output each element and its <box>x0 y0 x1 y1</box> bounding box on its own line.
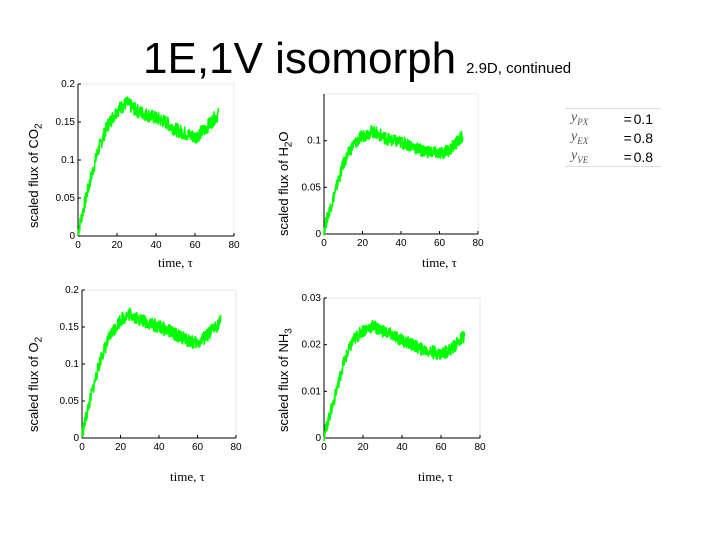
x-tick-label: 80 <box>230 442 242 453</box>
nh3-xlabel: time, τ <box>418 469 453 484</box>
x-tick-label: 0 <box>321 442 327 453</box>
o2-flux-chart: 0 20 40 60 80 0 0.05 0.1 0.15 0.2 <box>60 285 242 453</box>
y-tick-label: 0.2 <box>65 285 79 296</box>
nh3-flux-chart: 0 20 40 60 80 0 0.01 0.02 0.03 <box>302 293 486 453</box>
param-value: 0.8 <box>633 129 654 146</box>
y-tick-label: 0 <box>69 231 75 242</box>
x-tick-label: 60 <box>192 442 204 453</box>
title-subtitle: 2.9D, continued <box>466 60 572 77</box>
x-tick-label: 40 <box>395 238 407 249</box>
title-main: 1E,1V isomorph <box>143 34 457 83</box>
param-value: 0.8 <box>633 148 654 165</box>
x-tick-label: 0 <box>79 442 85 453</box>
y-tick-label: 0 <box>315 433 321 444</box>
series-line <box>323 319 466 442</box>
plot-frame <box>323 297 481 439</box>
y-tick-label: 0.05 <box>56 193 76 204</box>
plot-frame <box>77 83 235 237</box>
parameter-row: yVE = 0.8 <box>565 147 661 166</box>
y-tick-label: 0.15 <box>56 117 76 128</box>
y-tick-label: 0.02 <box>302 340 322 351</box>
co2-ylabel: scaled flux of CO2 <box>26 123 45 228</box>
nh3-ylabel: scaled flux of NH3 <box>276 328 295 432</box>
x-tick-label: 20 <box>115 442 127 453</box>
page-title: 1E,1V isomorph 2.9D, continued <box>143 34 571 84</box>
y-tick-label: 0.2 <box>61 79 75 90</box>
y-tick-label: 0.03 <box>302 293 322 304</box>
x-tick-label: 20 <box>357 238 369 249</box>
o2-ylabel: scaled flux of O2 <box>26 336 45 432</box>
y-tick-label: 0 <box>315 229 321 240</box>
param-value: 0.1 <box>633 110 654 127</box>
x-tick-label: 0 <box>75 240 81 251</box>
x-tick-label: 60 <box>434 238 446 249</box>
x-tick-label: 20 <box>357 442 369 453</box>
x-tick-label: 60 <box>435 442 447 453</box>
y-tick-label: 0.01 <box>302 386 322 397</box>
h2o-ylabel: scaled flux of H2O <box>276 131 295 236</box>
y-tick-label: 0.05 <box>302 182 322 193</box>
h2o-flux-chart: 0 20 40 60 80 0 0.05 0.1 <box>302 93 484 249</box>
x-tick-label: 60 <box>189 240 201 251</box>
y-tick-label: 0.1 <box>65 359 79 370</box>
x-tick-label: 0 <box>321 238 327 249</box>
series-line <box>323 125 464 236</box>
x-tick-label: 40 <box>150 240 162 251</box>
plot-frame <box>81 289 237 439</box>
series-line <box>81 307 222 437</box>
y-tick-label: 0.1 <box>307 136 321 147</box>
param-name: yPX <box>571 110 589 127</box>
param-name: yVE <box>571 148 589 165</box>
co2-flux-chart: 0 20 40 60 80 0 0.05 0.1 0.15 0.2 <box>56 79 240 251</box>
y-tick-label: 0.15 <box>60 322 80 333</box>
x-tick-label: 40 <box>396 442 408 453</box>
x-tick-label: 80 <box>228 240 240 251</box>
param-name: yEX <box>571 129 589 146</box>
parameter-row: yPX = 0.1 <box>565 109 661 128</box>
x-tick-label: 80 <box>472 238 484 249</box>
o2-xlabel: time, τ <box>170 469 205 484</box>
h2o-xlabel: time, τ <box>422 255 457 270</box>
series-line <box>77 96 220 236</box>
x-tick-label: 80 <box>474 442 486 453</box>
y-tick-label: 0 <box>73 433 79 444</box>
plot-frame <box>323 93 479 235</box>
x-tick-label: 40 <box>153 442 165 453</box>
y-tick-label: 0.1 <box>61 155 75 166</box>
co2-xlabel: time, τ <box>158 255 193 270</box>
parameter-row: yEX = 0.8 <box>565 128 661 147</box>
parameter-table: yPX = 0.1 yEX = 0.8 yVE = 0.8 <box>565 108 661 167</box>
y-tick-label: 0.05 <box>60 396 80 407</box>
x-tick-label: 20 <box>111 240 123 251</box>
